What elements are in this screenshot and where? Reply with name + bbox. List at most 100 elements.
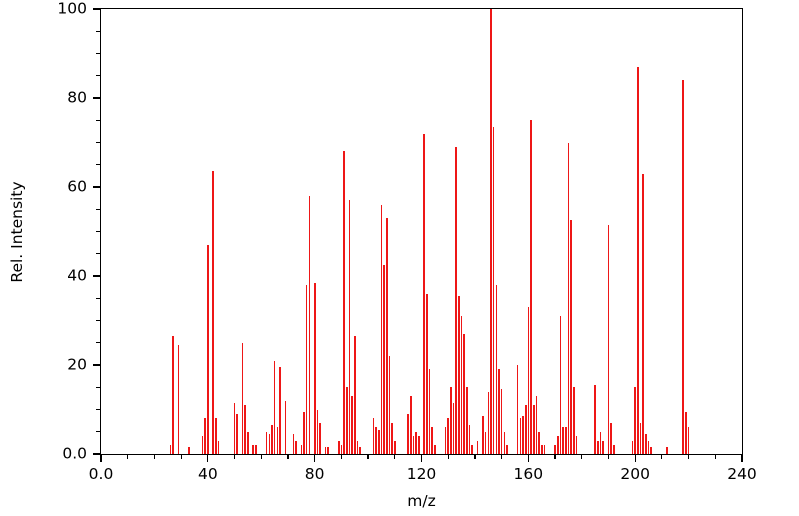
peak-mz-173 bbox=[562, 427, 564, 454]
peak-mz-185 bbox=[594, 385, 596, 454]
x-minor-tick bbox=[607, 455, 610, 459]
x-minor-tick bbox=[233, 455, 236, 459]
y-minor-tick bbox=[96, 297, 100, 299]
peak-mz-177 bbox=[572, 387, 575, 454]
peak-mz-156 bbox=[516, 365, 519, 454]
peak-mz-206 bbox=[650, 447, 653, 454]
peak-mz-212 bbox=[666, 447, 669, 454]
x-minor-tick bbox=[661, 455, 663, 459]
y-tick-label: 20 bbox=[67, 355, 87, 374]
peak-mz-72 bbox=[292, 433, 295, 454]
peak-mz-76 bbox=[303, 411, 305, 454]
peak-mz-190 bbox=[607, 224, 610, 454]
y-tick-label: 100 bbox=[57, 0, 87, 18]
peak-mz-43 bbox=[215, 418, 217, 454]
peak-mz-62 bbox=[265, 431, 268, 454]
peak-mz-65 bbox=[273, 360, 276, 454]
peak-mz-119 bbox=[418, 436, 420, 454]
peak-mz-218 bbox=[682, 80, 685, 454]
x-major-tick bbox=[634, 455, 636, 462]
x-tick-label: 200 bbox=[620, 465, 650, 483]
peak-mz-97 bbox=[359, 447, 361, 454]
peak-mz-121 bbox=[423, 133, 425, 454]
peak-mz-134 bbox=[458, 296, 460, 454]
peak-mz-201 bbox=[637, 66, 639, 454]
y-tick-label: 60 bbox=[67, 177, 87, 196]
peak-mz-178 bbox=[575, 436, 578, 454]
peak-mz-80 bbox=[313, 282, 316, 454]
peak-mz-188 bbox=[602, 440, 604, 454]
peak-mz-38 bbox=[201, 436, 204, 454]
x-major-tick bbox=[100, 455, 102, 462]
peak-mz-137 bbox=[466, 387, 468, 454]
peak-mz-116 bbox=[410, 396, 412, 454]
peak-mz-55 bbox=[247, 431, 249, 454]
peak-mz-148 bbox=[495, 284, 498, 454]
peak-mz-129 bbox=[444, 427, 447, 454]
peak-mz-42 bbox=[212, 171, 215, 454]
peak-mz-44 bbox=[217, 440, 220, 454]
peak-mz-174 bbox=[564, 427, 567, 454]
peak-mz-27 bbox=[172, 336, 174, 454]
peak-mz-143 bbox=[482, 416, 484, 454]
x-minor-tick bbox=[394, 455, 396, 459]
peak-mz-53 bbox=[241, 342, 244, 454]
peak-mz-163 bbox=[535, 396, 538, 454]
y-tick-label: 80 bbox=[67, 88, 87, 107]
y-minor-tick bbox=[96, 208, 100, 210]
peak-mz-109 bbox=[391, 422, 393, 454]
peak-mz-199 bbox=[631, 440, 634, 454]
peak-mz-161 bbox=[530, 120, 532, 454]
peak-mz-84 bbox=[324, 447, 327, 454]
x-tick-label: 160 bbox=[513, 465, 544, 483]
peak-mz-73 bbox=[295, 440, 297, 454]
y-minor-tick bbox=[96, 164, 100, 166]
y-major-tick bbox=[93, 453, 100, 455]
x-tick-label: 0.0 bbox=[88, 465, 114, 483]
y-minor-tick bbox=[96, 319, 100, 322]
peak-mz-157 bbox=[519, 418, 522, 454]
peak-mz-96 bbox=[356, 440, 359, 454]
peak-mz-94 bbox=[351, 396, 353, 454]
y-minor-tick bbox=[96, 141, 100, 144]
peak-mz-64 bbox=[271, 425, 273, 454]
peak-mz-115 bbox=[407, 413, 409, 454]
peak-mz-89 bbox=[337, 440, 340, 454]
peak-mz-51 bbox=[236, 413, 239, 454]
peak-mz-200 bbox=[634, 387, 636, 454]
peak-mz-151 bbox=[503, 431, 506, 454]
x-minor-tick bbox=[474, 455, 476, 459]
peak-mz-187 bbox=[599, 431, 602, 454]
x-minor-tick bbox=[554, 455, 556, 459]
peak-mz-162 bbox=[532, 405, 535, 454]
peak-mz-170 bbox=[554, 445, 556, 454]
y-minor-tick bbox=[96, 342, 100, 344]
y-major-tick bbox=[93, 275, 100, 277]
peak-mz-203 bbox=[642, 173, 645, 454]
x-major-tick bbox=[527, 455, 529, 462]
x-minor-tick bbox=[714, 455, 716, 459]
y-minor-tick bbox=[96, 52, 100, 55]
peak-mz-220 bbox=[687, 427, 690, 454]
peak-mz-166 bbox=[543, 445, 546, 454]
peak-mz-104 bbox=[378, 429, 380, 454]
peak-mz-172 bbox=[559, 316, 562, 454]
y-minor-tick bbox=[96, 408, 100, 411]
peak-mz-147 bbox=[492, 126, 495, 454]
peak-mz-92 bbox=[345, 387, 348, 454]
peak-mz-93 bbox=[348, 200, 351, 454]
x-minor-tick bbox=[687, 455, 690, 459]
peak-mz-63 bbox=[268, 433, 271, 454]
x-minor-tick bbox=[581, 455, 583, 459]
peak-mz-175 bbox=[567, 142, 570, 454]
peak-mz-150 bbox=[500, 389, 503, 454]
peak-mz-54 bbox=[244, 405, 247, 454]
peak-mz-159 bbox=[524, 405, 527, 454]
y-minor-tick bbox=[96, 119, 100, 121]
x-minor-tick bbox=[153, 455, 155, 459]
peak-mz-91 bbox=[343, 151, 345, 454]
peak-mz-149 bbox=[498, 369, 500, 454]
peak-mz-164 bbox=[538, 431, 540, 454]
peak-mz-191 bbox=[610, 422, 612, 454]
